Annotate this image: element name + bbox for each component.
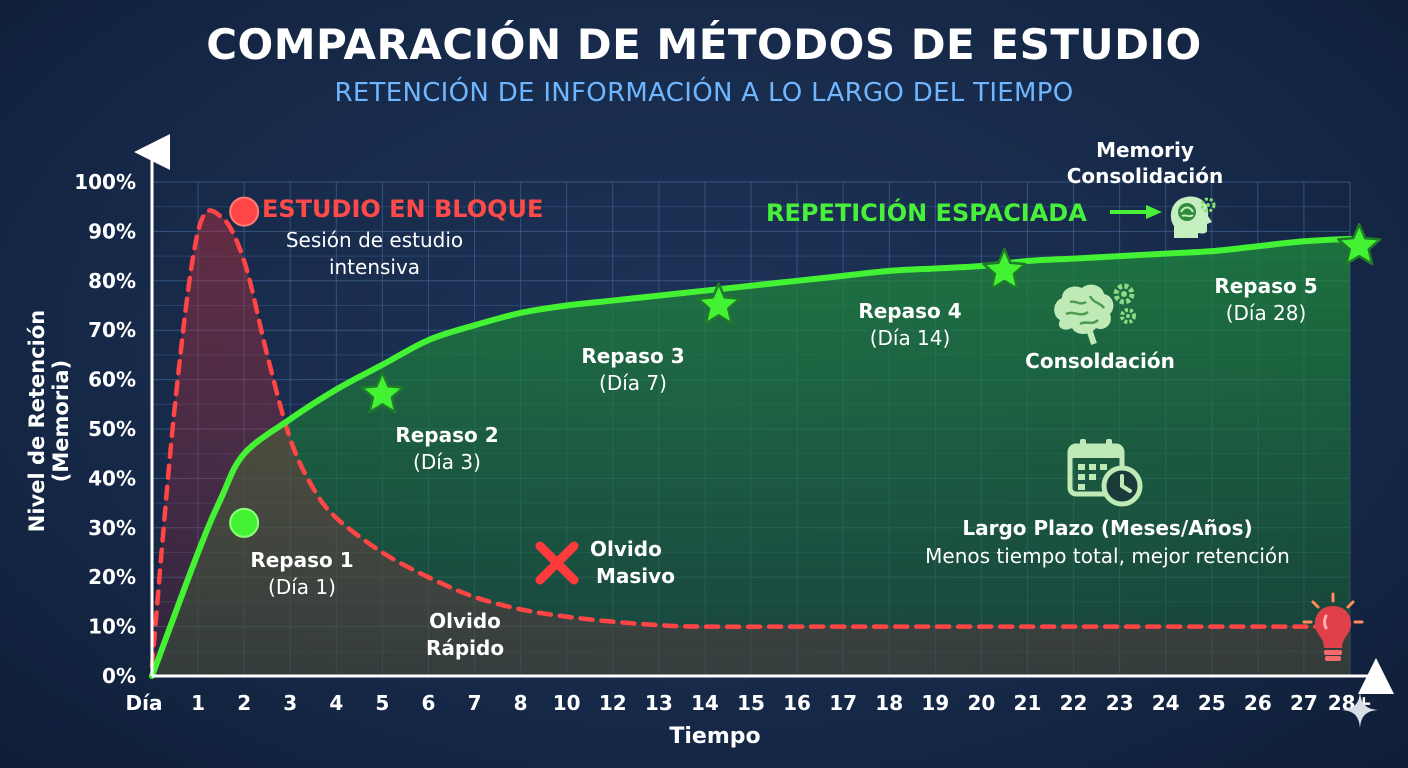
memory-label-2: Consolidación — [1066, 164, 1224, 188]
olvido-masivo-1: Olvido — [590, 537, 662, 561]
x-tick-label: 15 — [737, 691, 765, 715]
memory-label-1: Memoriy — [1096, 138, 1194, 162]
bloque-desc-1: Sesión de estudio — [285, 228, 464, 252]
x-tick-label: 5 — [375, 691, 389, 715]
star-marker-3 — [696, 282, 741, 325]
repaso-1-label: Repaso 1 — [250, 548, 354, 572]
bloque-line — [149, 208, 1353, 669]
x-tick-label: 4 — [329, 691, 343, 715]
x-tick-label: 7 — [468, 691, 482, 715]
axes — [134, 134, 1394, 694]
y-tick-label: 40% — [88, 466, 136, 490]
consolidacion-label: Consoldación — [1025, 349, 1175, 373]
y-tick-label: 90% — [88, 219, 136, 243]
x-tick-label: 23 — [1106, 691, 1134, 715]
repaso-4-day: (Día 14) — [869, 326, 951, 350]
x-tick-label: 8 — [514, 691, 528, 715]
repaso-2-label: Repaso 2 — [395, 423, 499, 447]
x-tick-label: 20 — [967, 691, 995, 715]
calendar-clock-icon — [1067, 439, 1143, 507]
repaso-2-day: (Día 3) — [413, 450, 481, 474]
x-tick-label: 16 — [783, 691, 811, 715]
y-tick-label: 60% — [88, 368, 136, 392]
y-tick-label: 20% — [88, 565, 136, 589]
olvido-rapido-2: Rápido — [425, 636, 505, 660]
x-axis-title: Tiempo — [669, 724, 761, 749]
x-tick-label: 25 — [1198, 691, 1226, 715]
bloque-desc-2: intensiva — [328, 255, 421, 279]
marker-1 — [229, 507, 260, 538]
sparkle-icon — [1342, 692, 1378, 728]
x-tick-label: 27 — [1290, 691, 1318, 715]
head-brain-icon — [1170, 196, 1216, 238]
y-tick-label: 30% — [88, 516, 136, 540]
x-tick-label: 10 — [553, 691, 581, 715]
y-tick-label: 80% — [88, 269, 136, 293]
largo-plazo-label: Largo Plazo (Meses/Años) — [962, 516, 1253, 540]
x-tick-label: 21 — [1014, 691, 1042, 715]
y-tick-label: 70% — [88, 318, 136, 342]
x-tick-label: 14 — [691, 691, 719, 715]
espaciada-label: REPETICIÓN ESPACIADA — [766, 199, 1087, 227]
x-tick-label: 17 — [829, 691, 857, 715]
x-tick-label: 6 — [422, 691, 436, 715]
x-tick-label: 1 — [191, 691, 205, 715]
star-marker-4 — [982, 247, 1027, 290]
x-tick-label: 19 — [921, 691, 949, 715]
x-tick-label: 24 — [1152, 691, 1180, 715]
chart-subtitle: RETENCIÓN DE INFORMACIÓN A LO LARGO DEL … — [334, 78, 1074, 108]
x-tick-label: 18 — [875, 691, 903, 715]
olvido-masivo-2: Masivo — [596, 564, 675, 588]
largo-plazo-desc: Menos tiempo total, mejor retención — [925, 544, 1290, 568]
y-axis-title: Nivel de Retención (Memoria) — [25, 309, 73, 533]
y-tick-label: 10% — [88, 615, 136, 639]
y-tick-label: 100% — [74, 170, 136, 194]
x-tick-label: 26 — [1244, 691, 1272, 715]
brain-gears-icon — [1054, 283, 1136, 345]
repaso-5-day: (Día 28) — [1225, 301, 1307, 325]
star-marker-5 — [1337, 222, 1382, 266]
repaso-3-label: Repaso 3 — [581, 344, 685, 368]
x-tick-label: 22 — [1060, 691, 1088, 715]
espaciada-area — [152, 238, 1350, 676]
bloque-label: ESTUDIO EN BLOQUE — [262, 195, 544, 223]
star-marker-2 — [360, 371, 405, 414]
x-tick-label: 12 — [599, 691, 627, 715]
bloque-area — [152, 210, 1350, 676]
y-tick-label: 50% — [88, 417, 136, 441]
lightbulb-icon — [1302, 592, 1364, 661]
repaso-4-label: Repaso 4 — [858, 299, 962, 323]
olvido-rapido-1: Olvido — [429, 609, 501, 633]
x-tick-label: 3 — [283, 691, 297, 715]
y-tick-label: 0% — [102, 664, 136, 688]
repaso-3-day: (Día 7) — [599, 371, 667, 395]
x-icon — [535, 541, 579, 585]
arrow-right-icon — [1110, 205, 1162, 219]
chart-title: COMPARACIÓN DE MÉTODOS DE ESTUDIO — [206, 20, 1202, 69]
repaso-5-label: Repaso 5 — [1214, 274, 1318, 298]
repaso-1-day: (Día 1) — [268, 575, 336, 599]
marker-0 — [229, 196, 260, 227]
x-tick-label: 13 — [645, 691, 673, 715]
x-tick-label: Día — [126, 691, 163, 715]
x-tick-label: 2 — [237, 691, 251, 715]
